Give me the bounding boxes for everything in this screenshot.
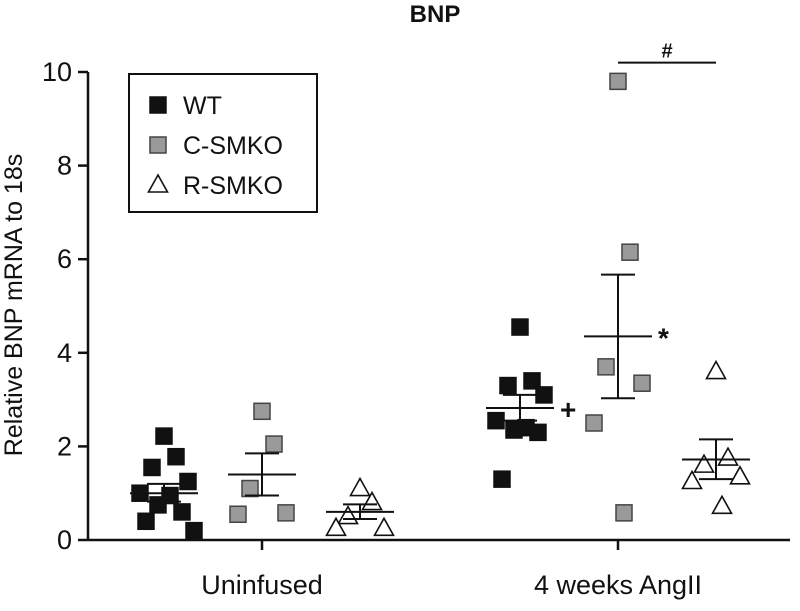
y-tick-label: 2 (57, 431, 72, 461)
data-point (585, 414, 603, 432)
y-tick-label: 0 (57, 525, 72, 555)
data-point (609, 72, 627, 91)
y-tick-label: 10 (42, 57, 72, 87)
data-point (693, 453, 715, 473)
data-point (487, 411, 505, 430)
legend-label: C-SMKO (183, 132, 283, 160)
y-tick-label: 8 (57, 151, 72, 181)
axes: 0 2 4 6 8 10 Uninfused 4 weeks AngII (42, 57, 790, 600)
significance-label: # (661, 41, 672, 63)
data-point (493, 470, 511, 488)
data-point (277, 504, 295, 522)
data-marks: + * # (130, 41, 751, 540)
data-point (505, 421, 523, 439)
significance-label: + (560, 394, 576, 425)
data-point (137, 512, 155, 531)
data-point (705, 359, 727, 380)
legend-marker (149, 136, 167, 154)
legend-marker (147, 173, 169, 193)
legend-marker (149, 96, 167, 114)
data-point (511, 318, 529, 336)
y-tick-label: 6 (57, 244, 72, 274)
data-point (711, 494, 733, 515)
significance-label: * (658, 322, 669, 353)
data-point (615, 504, 633, 522)
data-point (265, 435, 283, 453)
y-tick-label: 4 (57, 338, 72, 368)
data-point (179, 472, 197, 491)
data-point (681, 469, 703, 490)
y-axis-label: Relative BNP mRNA to 18s (0, 154, 28, 456)
data-point (253, 402, 271, 421)
data-point (337, 504, 359, 525)
x-category-label: 4 weeks AngII (534, 570, 702, 600)
data-point (173, 503, 191, 521)
data-point (155, 427, 173, 445)
data-point (499, 376, 517, 395)
data-point (717, 446, 739, 466)
data-point (349, 476, 371, 497)
data-point (241, 479, 259, 498)
data-point (229, 505, 247, 524)
data-point (729, 465, 751, 485)
legend-label: R-SMKO (183, 172, 283, 200)
data-point (143, 458, 161, 477)
data-point (167, 447, 185, 466)
legend-label: WT (183, 92, 222, 120)
data-point (523, 372, 541, 390)
x-category-label: Uninfused (201, 570, 323, 600)
data-point (535, 386, 553, 404)
legend: WT C-SMKO R-SMKO (128, 73, 318, 213)
data-point (597, 358, 615, 376)
data-point (185, 521, 203, 540)
data-point (325, 516, 347, 537)
data-point (621, 243, 639, 261)
data-point (633, 374, 651, 392)
data-point (529, 423, 547, 442)
chart-title: BNP (410, 1, 461, 28)
data-point (373, 516, 395, 537)
